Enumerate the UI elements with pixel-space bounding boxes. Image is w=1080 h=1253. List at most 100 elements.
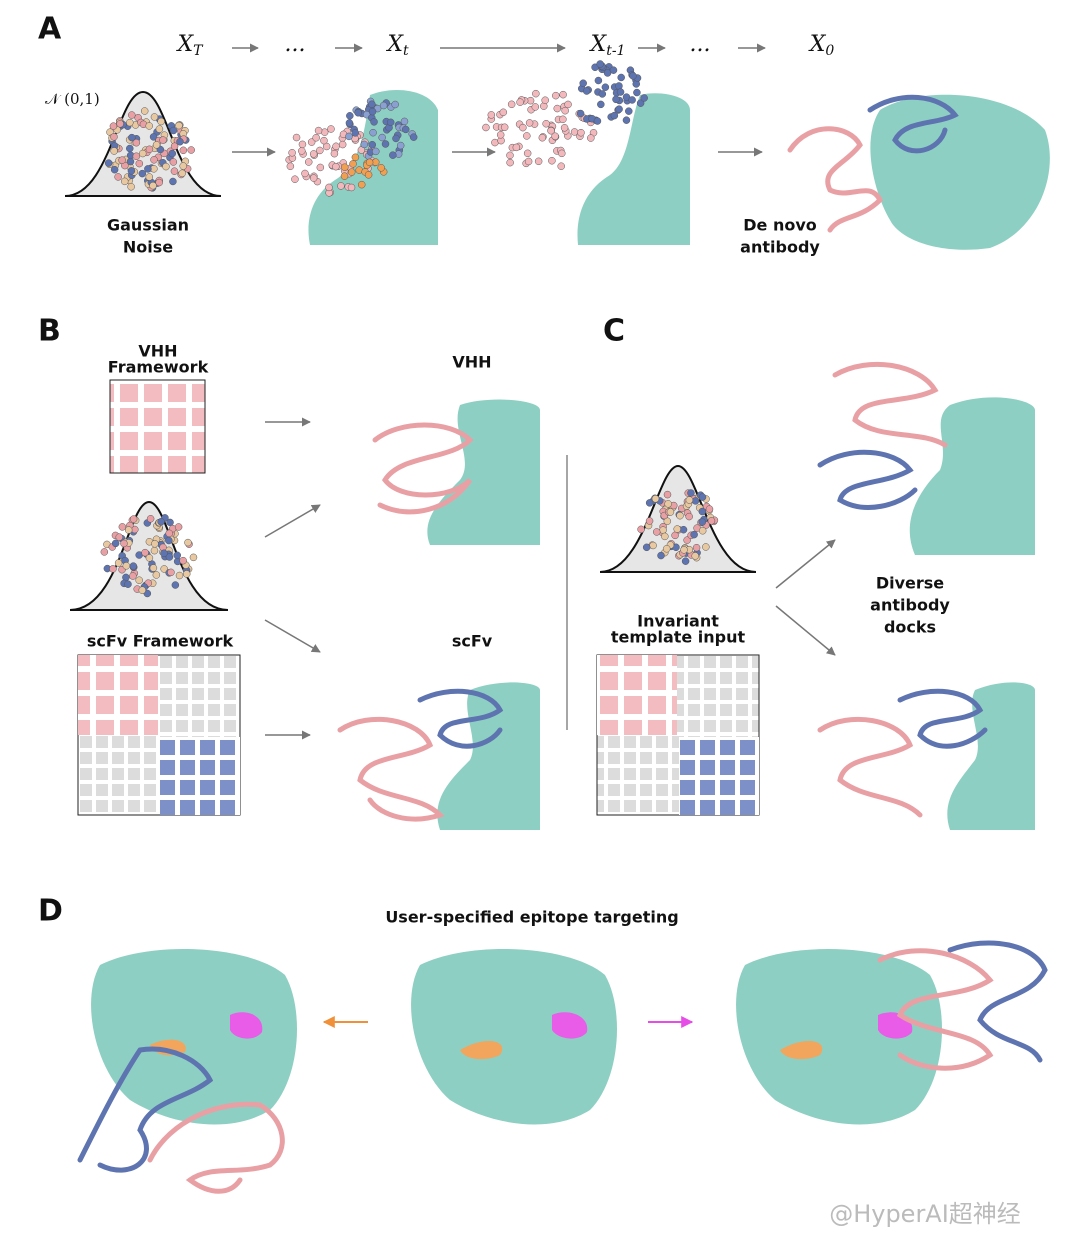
particle [499,108,508,117]
particle [165,529,173,538]
particle [351,129,360,137]
particle [337,182,345,190]
particle [309,174,318,182]
particle [392,134,400,143]
particle [705,505,714,513]
particle [138,149,147,158]
particle [168,149,177,158]
particle [145,145,154,154]
distribution-label: 𝒩 (0,1) [45,90,100,108]
particle [110,147,118,155]
particle [176,137,184,146]
matrix-block [679,737,759,815]
particle [316,146,324,155]
particle [512,143,521,152]
particle [622,116,631,124]
particle [370,118,378,126]
particle [165,553,174,561]
particle [541,96,549,104]
particle [173,551,182,560]
particle [288,149,296,157]
particle [129,515,138,523]
particle [685,512,693,521]
antibody-ribbon [947,940,1048,1063]
particle [507,100,516,109]
particle [551,132,559,140]
particle [692,543,701,552]
particle [171,581,180,589]
particle [150,546,159,555]
particle [166,518,174,527]
step-label: ... [285,32,306,57]
particle [127,183,135,191]
caption: VHH [452,353,491,372]
antibody-ribbon [867,94,959,154]
particle [615,105,623,113]
particle [612,95,620,104]
particle [401,125,410,134]
particle [128,111,136,119]
particle [309,150,318,158]
panel-label: B [38,314,61,349]
particle [629,72,637,80]
antigen-surface [909,397,1035,555]
particle [126,144,134,153]
epitope [230,1012,263,1039]
particle [182,570,191,578]
particle [145,122,153,130]
particle [698,518,706,526]
particle [386,118,395,127]
particle [582,87,591,95]
particle [593,117,602,125]
particle [707,517,716,525]
particle [298,147,306,155]
particle [559,90,567,99]
particle [557,162,565,170]
particle [184,538,192,547]
particle [145,173,154,181]
particle [389,151,397,159]
matrix-block [78,655,158,735]
particle [676,511,684,520]
particle [519,123,527,132]
particle [110,133,118,141]
particle [617,73,625,82]
particle [564,100,572,109]
particle [169,177,177,186]
particle [124,526,133,534]
particle [496,131,505,139]
particle [122,562,131,570]
antigen-surface [427,399,540,545]
particle [118,156,126,164]
particle [354,108,362,117]
particle [681,557,690,565]
particle [683,536,691,544]
particle [637,525,645,534]
particle [616,88,625,96]
step-sub: t [403,43,409,59]
particle [636,99,645,107]
particle [691,552,699,560]
particle [628,96,636,104]
antigen-surface [411,948,617,1125]
particle [149,133,158,141]
particle [179,556,187,565]
particle [558,149,566,158]
particle [187,146,195,154]
particle [120,539,128,548]
step-sub: T [193,43,204,59]
particle [652,528,661,536]
particle [649,541,657,550]
arrow [775,605,836,656]
particle [633,88,641,97]
panel-title: User-specified epitope targeting [385,908,678,927]
particle [523,132,531,140]
particle [596,60,604,68]
particle [577,128,585,137]
step-text: X [589,32,608,57]
particle [673,525,681,533]
caption: De novo [743,216,817,235]
particle [662,545,671,553]
caption: scFv [452,632,493,651]
particle [144,165,152,173]
